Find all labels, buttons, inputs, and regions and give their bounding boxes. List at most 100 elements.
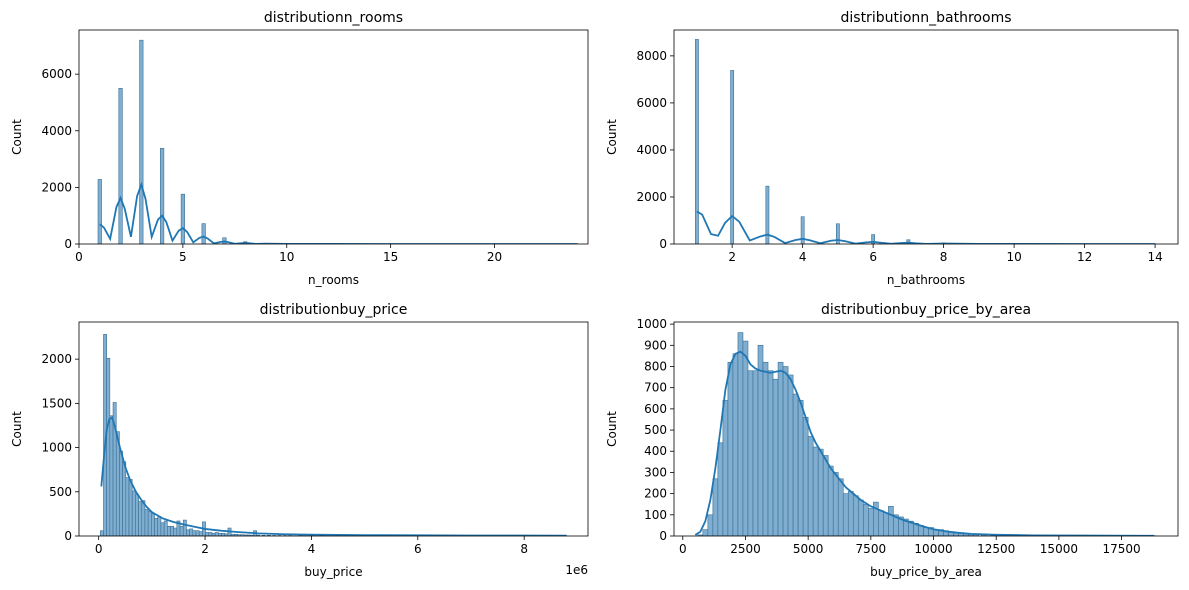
chart-4-bar-7 bbox=[727, 361, 734, 536]
chart-4-bar-28 bbox=[832, 472, 839, 536]
chart-4-bar-11 bbox=[747, 370, 754, 536]
chart-2-bar-4 bbox=[800, 216, 805, 244]
chart-4-bar-2 bbox=[702, 529, 709, 536]
chart-3: 0 2 4 6 8 0 500 1000 1500 2000 distributionbuy_pri… bbox=[10, 302, 589, 579]
chart-4-ytick-label-8: 700 bbox=[644, 381, 667, 395]
chart-3-bar-16 bbox=[147, 510, 152, 536]
chart-1-kde-line bbox=[99, 181, 578, 244]
chart-4-axes-frame bbox=[673, 321, 1179, 537]
chart-4: 0 2500 5000 7500 10000 12500 15000 17500 0 100 200… bbox=[605, 302, 1179, 579]
chart-4-bar-4 bbox=[712, 478, 719, 536]
chart-1-ytick-label-2: 2000 bbox=[41, 180, 72, 194]
chart-4-bar-10 bbox=[742, 340, 749, 536]
chart-3-bar-12 bbox=[135, 494, 139, 536]
chart-2-xtick-label-1: 2 bbox=[728, 250, 736, 264]
chart-4-bar-21 bbox=[797, 400, 804, 536]
chart-1-xtick-label-3: 10 bbox=[279, 250, 294, 264]
chart-3-kde-line bbox=[100, 416, 567, 536]
chart-4-bar-39 bbox=[888, 506, 894, 536]
chart-4-bar-37 bbox=[878, 510, 884, 536]
chart-3-bar-19 bbox=[157, 516, 162, 536]
chart-3-bar-8 bbox=[122, 461, 127, 536]
chart-3-bar-22 bbox=[166, 525, 171, 536]
chart-4-bar-35 bbox=[868, 508, 874, 536]
chart-4-xtick-label-8: 17500 bbox=[1102, 542, 1140, 556]
chart-3-bar-4 bbox=[109, 415, 114, 536]
chart-4-xtick-label-4: 7500 bbox=[856, 542, 887, 556]
chart-3-bar-1 bbox=[99, 530, 104, 536]
chart-2-xtick-label-5: 10 bbox=[1006, 250, 1021, 264]
chart-3-x-offset-label: 1e6 bbox=[565, 563, 588, 577]
chart-1-xtick-label-5: 20 bbox=[487, 250, 502, 264]
chart-4-bar-31 bbox=[847, 491, 854, 536]
chart-1-bar-4 bbox=[160, 148, 165, 244]
chart-4-bar-38 bbox=[883, 512, 889, 536]
chart-2-ytick-label-3: 4000 bbox=[636, 143, 667, 157]
chart-2-xtick-label-4: 8 bbox=[940, 250, 948, 264]
chart-3-bar-11 bbox=[131, 490, 136, 536]
chart-4-bar-20 bbox=[792, 393, 799, 536]
chart-4-bar-15 bbox=[767, 370, 774, 536]
chart-4-bar-16 bbox=[772, 378, 779, 536]
chart-3-bar-9 bbox=[125, 477, 130, 536]
chart-4-plot-area bbox=[694, 332, 1157, 536]
chart-4-ytick-label-5: 400 bbox=[644, 444, 667, 458]
chart-3-bar-30 bbox=[192, 530, 197, 536]
chart-1-title: distributionn_rooms bbox=[264, 10, 403, 26]
chart-3-ytick-label-2: 500 bbox=[49, 485, 72, 499]
chart-3-bar-32 bbox=[198, 531, 203, 536]
chart-4-bar-34 bbox=[863, 503, 869, 536]
chart-3-plot-area bbox=[99, 334, 567, 536]
chart-1-bar-5 bbox=[180, 193, 185, 244]
chart-3-ylabel: Count bbox=[10, 411, 24, 447]
chart-4-bar-22 bbox=[802, 417, 809, 536]
chart-1-plot-area bbox=[97, 39, 578, 244]
chart-2-xtick-label-3: 6 bbox=[869, 250, 877, 264]
chart-2-title: distributionn_bathrooms bbox=[841, 10, 1012, 26]
chart-4-bar-26 bbox=[822, 455, 829, 536]
chart-4-bar-6 bbox=[722, 400, 729, 536]
chart-1-xtick-label-1: 0 bbox=[75, 250, 83, 264]
chart-4-ytick-label-10: 900 bbox=[644, 338, 667, 352]
chart-1: 0 5 10 15 20 0 2000 4000 6000 distributionn_rooms… bbox=[10, 10, 589, 287]
chart-4-xtick-label-6: 12500 bbox=[977, 542, 1015, 556]
chart-1-xlabel: n_rooms bbox=[308, 273, 359, 287]
chart-4-bar-12 bbox=[752, 370, 759, 536]
chart-2-ylabel: Count bbox=[605, 119, 619, 155]
chart-3-bar-13 bbox=[138, 501, 143, 536]
chart-2-ytick-label-4: 6000 bbox=[636, 96, 667, 110]
chart-4-bar-9 bbox=[737, 332, 744, 536]
chart-1-bar-1 bbox=[97, 179, 102, 244]
chart-3-bar-21 bbox=[163, 520, 168, 536]
chart-4-bar-14 bbox=[762, 361, 769, 536]
chart-3-bar-26 bbox=[179, 525, 184, 536]
chart-4-ylabel: Count bbox=[605, 411, 619, 447]
chart-3-axes-frame bbox=[78, 321, 589, 537]
chart-4-bar-25 bbox=[817, 448, 824, 536]
chart-2-bar-1 bbox=[695, 39, 699, 244]
chart-3-bar-18 bbox=[154, 518, 159, 536]
chart-2-axes-frame bbox=[673, 29, 1179, 245]
chart-4-bar-19 bbox=[787, 374, 794, 536]
chart-4-bar-5 bbox=[717, 442, 724, 536]
chart-3-title: distributionbuy_price bbox=[260, 302, 408, 318]
chart-1-ytick-label-1: 0 bbox=[64, 237, 72, 251]
chart-4-title: distributionbuy_price_by_area bbox=[821, 302, 1031, 318]
chart-4-ytick-label-2: 100 bbox=[644, 508, 667, 522]
chart-4-bar-23 bbox=[807, 436, 814, 536]
chart-3-bar-29 bbox=[189, 528, 194, 536]
chart-1-bar-3 bbox=[139, 39, 144, 244]
chart-1-ytick-label-3: 4000 bbox=[41, 124, 72, 138]
chart-3-bar-15 bbox=[144, 509, 149, 536]
chart-4-bar-13 bbox=[757, 345, 764, 536]
chart-1-ylabel: Count bbox=[10, 119, 24, 155]
chart-2-xtick-label-7: 14 bbox=[1147, 250, 1162, 264]
chart-3-xtick-label-2: 2 bbox=[201, 542, 209, 556]
chart-1-bar-2 bbox=[118, 88, 123, 244]
chart-2: 2 4 6 8 10 12 14 0 2000 4000 6000 8000 distributionn… bbox=[605, 10, 1179, 287]
chart-4-ytick-label-11: 1000 bbox=[636, 317, 667, 331]
chart-3-bar-10 bbox=[128, 479, 133, 536]
chart-3-bar-23 bbox=[170, 525, 174, 536]
chart-4-bar-33 bbox=[857, 499, 864, 536]
